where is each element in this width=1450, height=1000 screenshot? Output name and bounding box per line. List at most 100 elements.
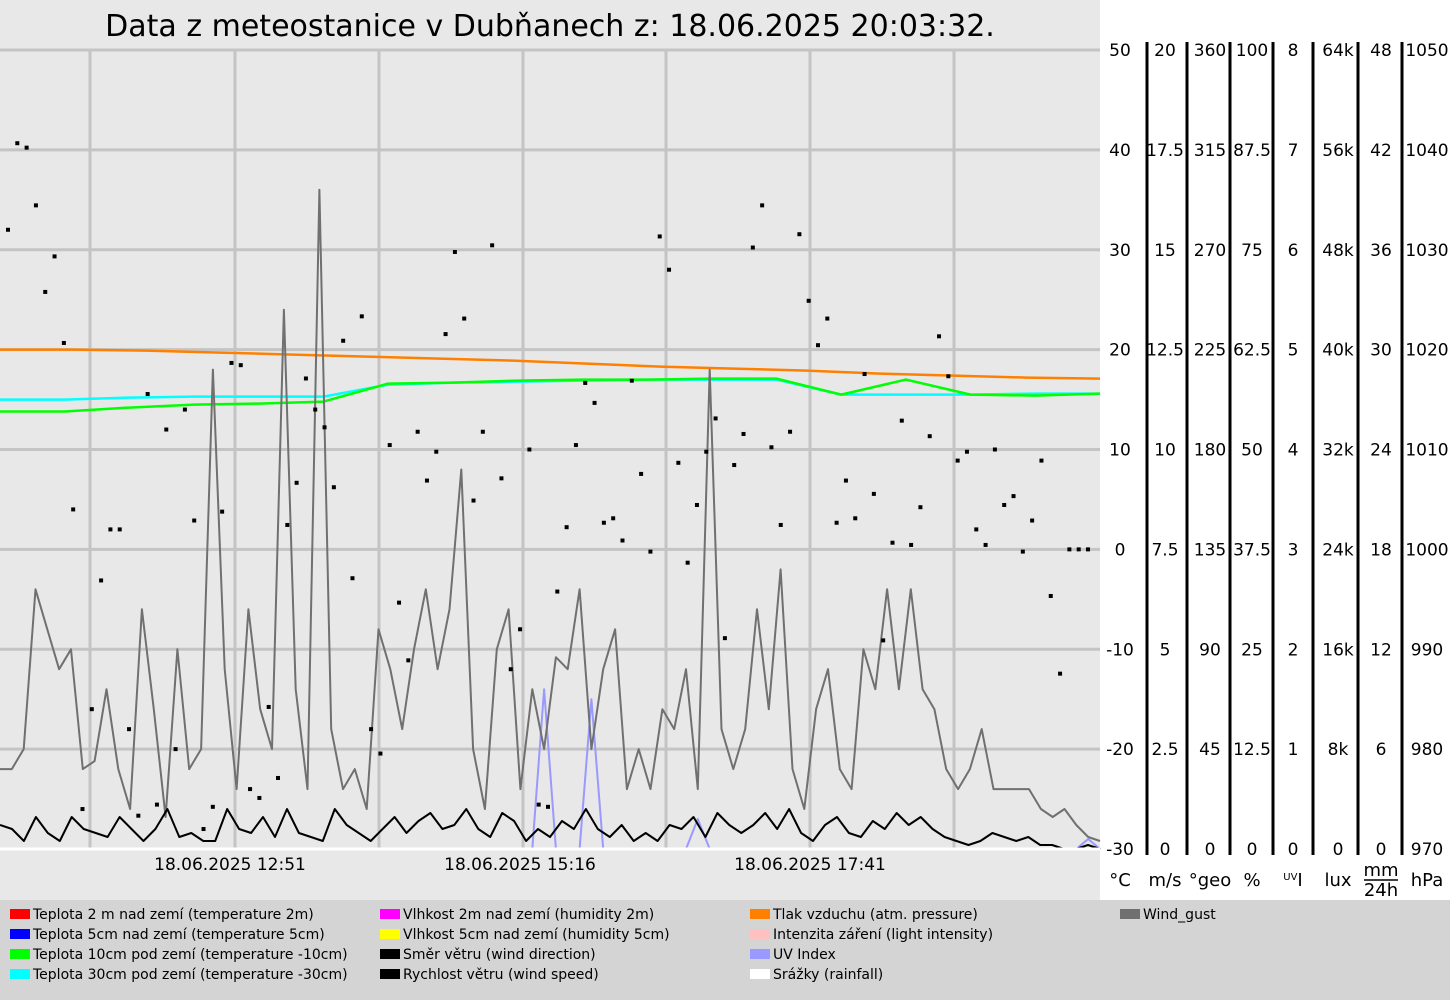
y-tick-label: 360 (1194, 41, 1226, 61)
wind-direction-point (182, 407, 187, 412)
y-tick-label: 0 (1115, 540, 1126, 560)
wind-direction-point (611, 516, 616, 521)
wind-direction-point (1039, 458, 1044, 463)
series-line-tlak (0, 348, 1101, 380)
series-line-wind_gust (0, 188, 1101, 842)
y-tick-label: 25 (1241, 640, 1263, 660)
wind-direction-point (127, 727, 132, 732)
y-tick-label: 1030 (1405, 241, 1448, 261)
legend-label: Vlhkost 2m nad zemí (humidity 2m) (403, 907, 654, 923)
wind-direction-point (667, 267, 672, 272)
wind-direction-point (443, 332, 448, 337)
y-tick-label: 0 (1160, 840, 1171, 860)
wind-direction-point (350, 576, 355, 581)
wind-direction-point (1058, 671, 1063, 676)
wind-direction-point (341, 338, 346, 343)
wind-direction-point (434, 449, 439, 454)
wind-direction-point (890, 540, 895, 545)
y-tick-label: 0 (1376, 840, 1387, 860)
wind-direction-point (322, 425, 327, 430)
y-tick-label: 62.5 (1233, 341, 1271, 361)
wind-direction-point (15, 141, 20, 146)
wind-direction-point (871, 491, 876, 496)
wind-direction-point (704, 449, 709, 454)
legend-swatch (380, 969, 400, 979)
wind-direction-point (210, 804, 215, 809)
wind-direction-point (1086, 547, 1090, 552)
wind-direction-point (694, 502, 699, 507)
wind-direction-point (536, 802, 541, 807)
wind-direction-point (471, 498, 476, 503)
y-tick-label: 37.5 (1233, 540, 1271, 560)
y-tick-label: 1000 (1405, 540, 1448, 560)
wind-direction-point (154, 802, 159, 807)
axis-unit-label: lux (1324, 870, 1351, 891)
grid (0, 48, 1100, 849)
wind-direction-point (145, 392, 150, 397)
wind-direction-point (1076, 547, 1081, 552)
y-tick-label: 8 (1288, 41, 1299, 61)
y-tick-label: 1020 (1405, 341, 1448, 361)
legend-swatch (10, 949, 30, 959)
wind-direction-point (52, 254, 57, 259)
legend-swatch (10, 929, 30, 939)
wind-direction-point (927, 434, 932, 439)
wind-direction-point (750, 245, 755, 250)
y-tick-label: 5 (1288, 341, 1299, 361)
wind-direction-point (378, 751, 383, 756)
wind-direction-point (955, 458, 960, 463)
y-tick-label: 980 (1411, 740, 1443, 760)
y-tick-label: 17.5 (1146, 141, 1184, 161)
legend-label: Tlak vzduchu (atm. pressure) (772, 907, 978, 923)
wind-direction-point (257, 795, 262, 800)
wind-direction-point (480, 429, 485, 434)
y-tick-label: 0 (1288, 840, 1299, 860)
legend-label: Teplota 30cm pod zemí (temperature -30cm… (32, 967, 348, 983)
wind-direction-point (508, 667, 513, 672)
wind-direction-point (1030, 518, 1035, 523)
y-tick-label: 0 (1205, 840, 1216, 860)
legend: Teplota 2 m nad zemí (temperature 2m) Tep… (10, 907, 1216, 983)
wind-direction-point (601, 520, 606, 525)
y-tick-label: 1 (1288, 740, 1299, 760)
wind-direction-point (220, 509, 225, 514)
wind-direction-point (303, 376, 308, 381)
y-tick-label: 990 (1411, 640, 1443, 660)
legend-swatch (1120, 909, 1140, 919)
legend-swatch (380, 949, 400, 959)
y-tick-label: 0 (1333, 840, 1344, 860)
x-tick-label: 18.06.2025 17:41 (734, 855, 886, 875)
wind-direction-point (1067, 547, 1072, 552)
axis-unit-label: % (1243, 870, 1260, 891)
wind-direction-point (992, 447, 997, 452)
y-tick-label: 6 (1376, 740, 1387, 760)
wind-direction-point (639, 471, 644, 476)
wind-direction-point (294, 480, 299, 485)
y-tick-label: 36 (1370, 241, 1392, 261)
wind-direction-point (462, 316, 467, 321)
wind-direction-point (331, 485, 336, 490)
wind-direction-point (583, 380, 588, 385)
wind-direction-point (732, 463, 737, 468)
y-tick-label: 1040 (1405, 141, 1448, 161)
legend-label: UV Index (773, 947, 836, 963)
wind-direction-point (359, 314, 364, 319)
y-tick-label: 64k (1322, 41, 1354, 61)
legend-background (0, 900, 1450, 1000)
wind-direction-point (806, 298, 811, 303)
x-tick-label: 18.06.2025 12:51 (154, 855, 306, 875)
y-tick-label: 2 (1288, 640, 1299, 660)
wind-direction-point (415, 429, 420, 434)
wind-direction-point (490, 243, 495, 248)
wind-direction-point (61, 340, 66, 345)
wind-direction-point (518, 627, 523, 632)
wind-direction-point (816, 343, 820, 348)
series-wind-direction (6, 141, 1090, 832)
y-tick-label: 50 (1241, 441, 1263, 461)
y-tick-label: 20 (1109, 341, 1131, 361)
legend-label: Teplota 2 m nad zemí (temperature 2m) (32, 907, 314, 923)
y-tick-label: 1010 (1405, 441, 1448, 461)
y-tick-label: 100 (1236, 41, 1268, 61)
wind-direction-point (369, 727, 374, 732)
y-tick-label: 4 (1288, 441, 1299, 461)
